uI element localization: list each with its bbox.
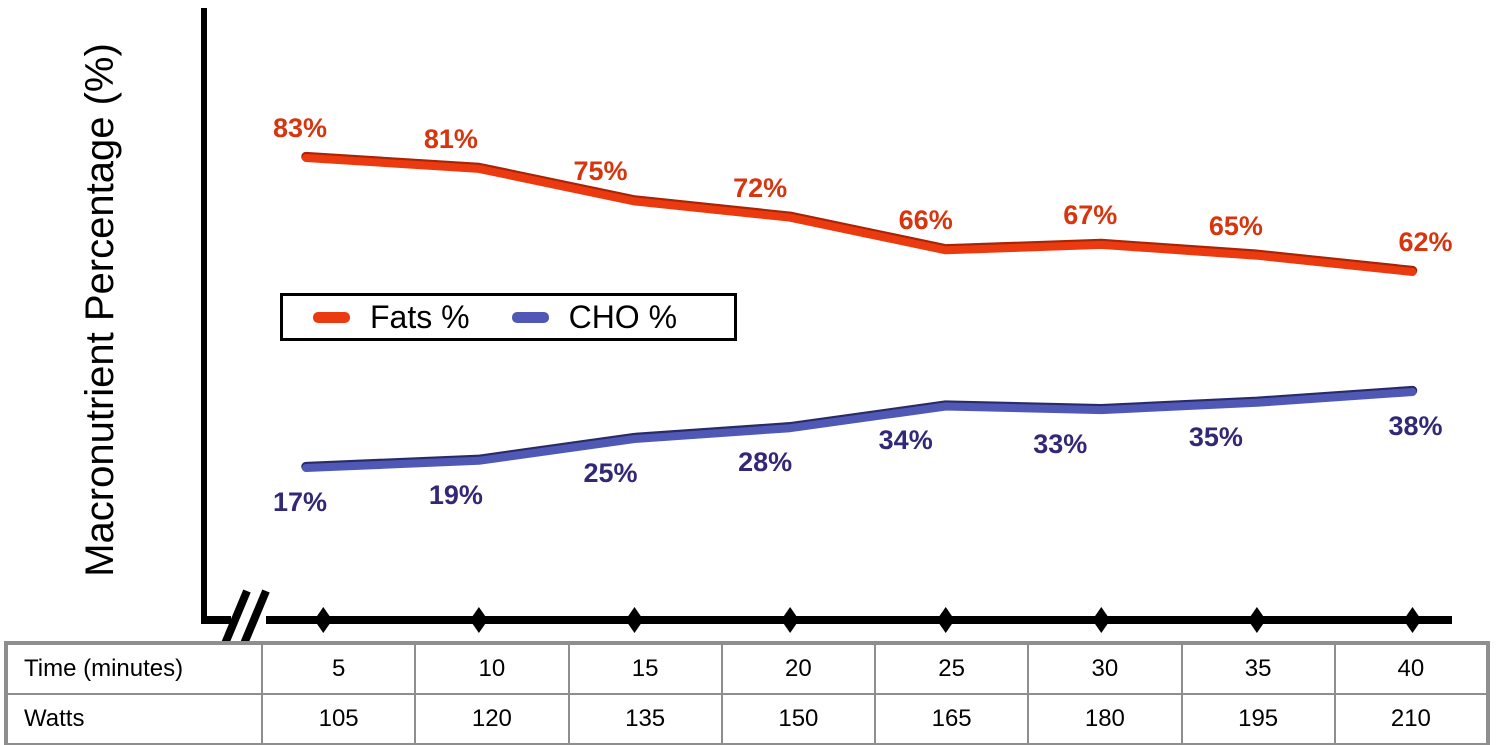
table-cell: 25 bbox=[873, 642, 1030, 695]
table-cell: 10 bbox=[414, 642, 570, 695]
table-cell: 105 bbox=[260, 693, 417, 745]
x-axis-diamond-marker bbox=[314, 607, 333, 633]
data-label-fats-4: 66% bbox=[898, 205, 953, 236]
axis-break-icon bbox=[220, 589, 270, 648]
x-axis-diamond-marker bbox=[1247, 607, 1266, 633]
x-axis-diamond-marker bbox=[625, 607, 644, 633]
data-label-fats-2: 75% bbox=[573, 156, 628, 187]
table-cell: 180 bbox=[1027, 693, 1183, 745]
x-axis-diamond-marker bbox=[1403, 607, 1422, 633]
table-row-header: Watts bbox=[5, 693, 263, 745]
legend-item-cho: CHO % bbox=[511, 298, 678, 336]
x-axis-diamond-marker bbox=[781, 607, 800, 633]
table-cell: 35 bbox=[1180, 642, 1336, 695]
series-lines bbox=[301, 151, 1418, 472]
data-label-cho-5: 33% bbox=[1033, 429, 1088, 460]
table-cell: 20 bbox=[720, 642, 877, 695]
data-label-fats-0: 83% bbox=[272, 113, 328, 143]
table-row-time: Time (minutes) 5 10 15 20 25 30 35 40 bbox=[5, 642, 1490, 695]
table-row-watts: Watts 105 120 135 150 165 180 195 210 bbox=[5, 693, 1490, 745]
x-axis-line bbox=[266, 616, 1452, 624]
data-label-fats-7: 62% bbox=[1398, 227, 1453, 258]
data-label-fats-1: 81% bbox=[423, 123, 478, 154]
legend: Fats % CHO % bbox=[280, 293, 737, 341]
data-label-cho-2: 25% bbox=[583, 458, 638, 489]
table-cell: 165 bbox=[873, 693, 1030, 745]
data-label-cho-4: 34% bbox=[878, 425, 933, 456]
table-cell: 40 bbox=[1333, 642, 1490, 695]
x-axis-diamond-marker bbox=[469, 607, 488, 633]
cho-line-swatch-icon bbox=[511, 311, 549, 323]
legend-label-fats: Fats % bbox=[370, 298, 470, 335]
table-row-header: Time (minutes) bbox=[5, 642, 263, 695]
table-cell: 5 bbox=[260, 642, 417, 695]
table-cell: 120 bbox=[414, 693, 570, 745]
cho-line bbox=[302, 388, 1417, 472]
x-axis-line-before-break bbox=[201, 616, 231, 624]
x-axis-diamond-marker bbox=[936, 607, 955, 633]
fats-line bbox=[302, 154, 1417, 276]
x-axis-diamond-markers bbox=[314, 607, 1422, 633]
data-label-cho-6: 35% bbox=[1188, 421, 1243, 452]
table-cell: 15 bbox=[567, 642, 723, 695]
data-label-cho-0: 17% bbox=[272, 487, 328, 517]
data-label-fats-3: 72% bbox=[733, 172, 788, 203]
legend-label-cho: CHO % bbox=[568, 298, 678, 335]
table-cell: 135 bbox=[567, 693, 723, 745]
data-label-fats-6: 65% bbox=[1208, 210, 1263, 241]
x-axis-diamond-marker bbox=[1092, 607, 1111, 633]
table-cell: 210 bbox=[1333, 693, 1490, 745]
axis-data-table: Time (minutes) 5 10 15 20 25 30 35 40 Watts 105 120… bbox=[4, 641, 1490, 745]
legend-item-fats: Fats % bbox=[313, 299, 470, 336]
table-cell: 195 bbox=[1180, 693, 1336, 745]
data-label-cho-1: 19% bbox=[428, 479, 483, 510]
data-label-cho-3: 28% bbox=[738, 447, 793, 478]
fats-line-swatch-icon bbox=[313, 311, 350, 323]
y-axis-line bbox=[201, 8, 207, 624]
table-cell: 150 bbox=[720, 693, 877, 745]
data-label-cho-7: 38% bbox=[1388, 410, 1443, 441]
y-axis-title: Macronutrient Percentage (%) bbox=[78, 43, 122, 577]
table-cell: 30 bbox=[1027, 642, 1183, 695]
data-label-fats-5: 67% bbox=[1063, 199, 1118, 230]
